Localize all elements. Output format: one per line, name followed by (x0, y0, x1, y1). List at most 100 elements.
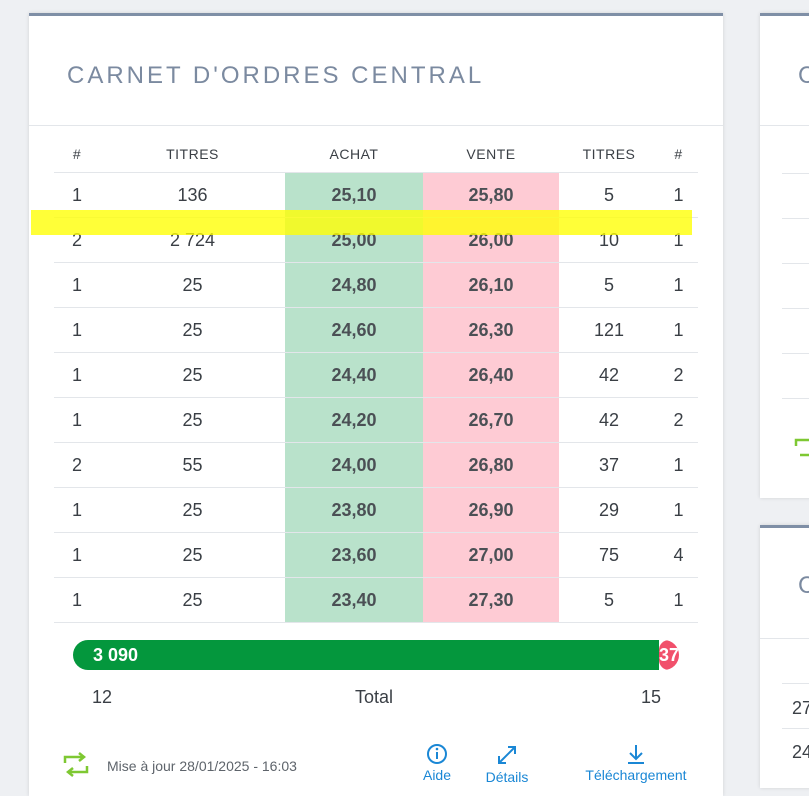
table-row: 1 25 23,60 27,00 75 4 (54, 532, 698, 578)
sell-order-count: 1 (659, 172, 698, 218)
download-label: Téléchargement (585, 767, 687, 783)
sell-price: 26,10 (423, 262, 559, 308)
buy-order-count: 1 (54, 262, 100, 308)
sell-quantity: 10 (559, 217, 659, 263)
sell-order-count: 1 (659, 487, 698, 533)
divider (760, 638, 809, 639)
buy-quantity: 136 (100, 172, 285, 218)
sell-order-count: 2 (659, 352, 698, 398)
sell-volume-bar: 37 (658, 640, 679, 670)
table-row: 1 25 24,40 26,40 42 2 (54, 352, 698, 398)
divider (760, 125, 809, 126)
header-sell-count: # (659, 136, 698, 173)
header-buy-count: # (54, 136, 100, 173)
table-row: 1 25 24,80 26,10 5 1 (54, 262, 698, 308)
sell-price: 26,80 (423, 442, 559, 488)
buy-order-count: 1 (54, 352, 100, 398)
buy-price: 24,60 (285, 307, 423, 353)
header-sell-quantity: TITRES (559, 136, 659, 173)
sell-quantity: 37 (559, 442, 659, 488)
side-panel-title: C (798, 62, 809, 89)
buy-quantity: 2 724 (100, 217, 285, 263)
buy-order-count: 1 (54, 172, 100, 218)
buy-volume-bar: 3 090 (73, 640, 659, 670)
buy-volume-total: 3 090 (93, 644, 139, 665)
card-title: CARNET D'ORDRES CENTRAL (67, 62, 485, 89)
buy-order-count: 2 (54, 217, 100, 263)
sell-orders-total: 15 (641, 687, 662, 707)
side-panel-value: 27 (792, 698, 809, 718)
sell-order-count: 4 (659, 532, 698, 578)
divider (782, 263, 809, 264)
header-sell-price: VENTE (423, 136, 559, 173)
sell-order-count: 2 (659, 397, 698, 443)
buy-price: 25,10 (285, 172, 423, 218)
divider (782, 218, 809, 219)
table-row-highlighted: 2 2 724 25,00 26,00 10 1 (54, 217, 698, 263)
table-header-row: # TITRES ACHAT VENTE TITRES # (54, 136, 698, 173)
buy-price: 25,00 (285, 217, 423, 263)
sell-order-count: 1 (659, 577, 698, 623)
buy-price: 23,60 (285, 532, 423, 578)
buy-order-count: 2 (54, 442, 100, 488)
details-label: Détails (485, 769, 529, 785)
table-row: 2 55 24,00 26,80 37 1 (54, 442, 698, 488)
sell-order-count: 1 (659, 217, 698, 263)
buy-quantity: 25 (100, 307, 285, 353)
sell-quantity: 75 (559, 532, 659, 578)
sell-volume-total: 37 (658, 644, 679, 665)
buy-quantity: 25 (100, 532, 285, 578)
divider (782, 308, 809, 309)
buy-order-count: 1 (54, 397, 100, 443)
download-button[interactable]: Téléchargement (569, 743, 703, 783)
side-panel-top: C (760, 13, 809, 498)
divider (782, 398, 809, 399)
sell-quantity: 5 (559, 262, 659, 308)
buy-quantity: 25 (100, 397, 285, 443)
buy-order-count: 1 (54, 487, 100, 533)
sell-price: 27,00 (423, 532, 559, 578)
sell-price: 26,90 (423, 487, 559, 533)
title-divider (29, 125, 723, 126)
sell-price: 26,30 (423, 307, 559, 353)
buy-price: 24,00 (285, 442, 423, 488)
buy-order-count: 1 (54, 577, 100, 623)
table-row: 1 25 24,20 26,70 42 2 (54, 397, 698, 443)
buy-quantity: 25 (100, 352, 285, 398)
divider (782, 173, 809, 174)
divider (782, 353, 809, 354)
divider (782, 683, 809, 684)
divider (782, 728, 809, 729)
buy-order-count: 1 (54, 307, 100, 353)
refresh-icon[interactable] (792, 434, 809, 467)
sell-quantity: 29 (559, 487, 659, 533)
download-icon (628, 745, 644, 764)
header-buy-price: ACHAT (285, 136, 423, 173)
refresh-icon[interactable] (61, 751, 91, 784)
sell-order-count: 1 (659, 307, 698, 353)
buy-price: 24,80 (285, 262, 423, 308)
help-button[interactable]: Aide (421, 743, 453, 783)
sell-order-count: 1 (659, 262, 698, 308)
table-row: 1 25 23,80 26,90 29 1 (54, 487, 698, 533)
details-button[interactable]: Détails (477, 743, 537, 785)
expand-icon (498, 746, 516, 764)
buy-price: 24,40 (285, 352, 423, 398)
sell-quantity: 42 (559, 352, 659, 398)
sell-price: 26,40 (423, 352, 559, 398)
table-row: 1 25 23,40 27,30 5 1 (54, 577, 698, 623)
total-label: Total (355, 687, 394, 707)
sell-price: 25,80 (423, 172, 559, 218)
volume-balance-bar: 3 090 37 (73, 640, 679, 670)
last-update-text: Mise à jour 28/01/2025 - 16:03 (107, 758, 297, 774)
buy-quantity: 25 (100, 487, 285, 533)
help-label: Aide (422, 767, 452, 783)
sell-order-count: 1 (659, 442, 698, 488)
side-panel-value: 24 (792, 742, 809, 762)
buy-quantity: 25 (100, 262, 285, 308)
sell-quantity: 42 (559, 397, 659, 443)
buy-price: 24,20 (285, 397, 423, 443)
buy-orders-total: 12 (92, 687, 113, 707)
buy-quantity: 55 (100, 442, 285, 488)
side-panel-title: C (798, 572, 809, 599)
